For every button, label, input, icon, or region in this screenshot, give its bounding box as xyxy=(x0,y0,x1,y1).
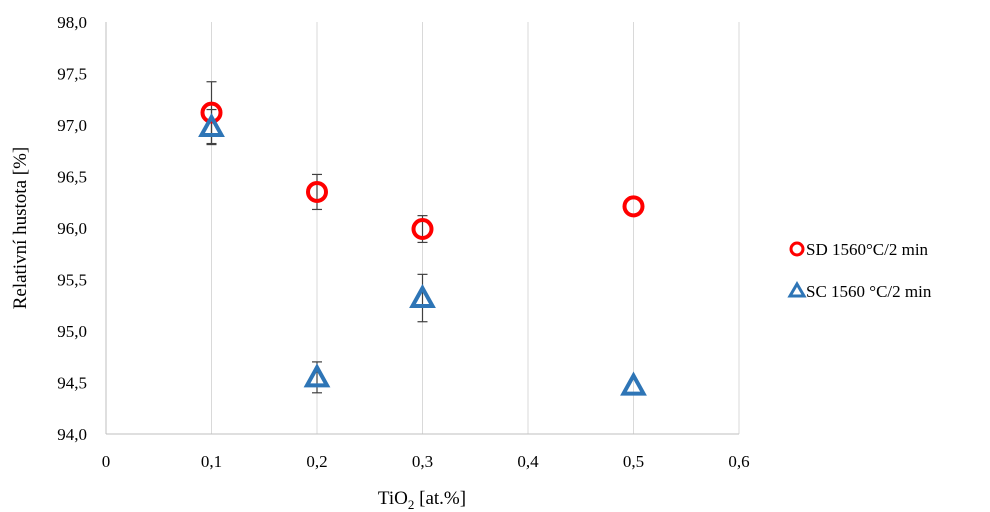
y-tick-labels: 94,0 94,5 95,0 95,5 96,0 96,5 97,0 97,5 98,0 xyxy=(57,13,87,444)
circle-marker xyxy=(306,180,328,203)
x-tick-label: 0,6 xyxy=(728,452,749,471)
y-tick-label: 94,5 xyxy=(57,374,87,393)
x-tick-label: 0,5 xyxy=(623,452,644,471)
circle-marker xyxy=(622,195,645,218)
y-tick-label: 96,0 xyxy=(57,219,87,238)
x-tick-label: 0,4 xyxy=(517,452,539,471)
y-tick-label: 95,0 xyxy=(57,322,87,341)
triangle-marker xyxy=(198,112,225,138)
legend-label-sc: SC 1560 °C/2 min xyxy=(806,282,932,301)
x-tick-labels: 0 0,1 0,2 0,3 0,4 0,5 0,6 xyxy=(102,452,750,471)
circle-marker xyxy=(411,218,434,241)
data-markers xyxy=(198,101,647,396)
legend: SD 1560°C/2 min SC 1560 °C/2 min xyxy=(787,240,932,301)
x-axis-title: TiO2 [at.%] xyxy=(378,488,466,512)
y-tick-label: 98,0 xyxy=(57,13,87,32)
triangle-marker xyxy=(409,283,436,309)
y-tick-label: 95,5 xyxy=(57,271,87,290)
legend-marker-sd xyxy=(789,241,805,257)
grid-lines xyxy=(211,22,740,434)
y-tick-label: 94,0 xyxy=(57,425,87,444)
triangle-marker xyxy=(303,363,331,388)
y-tick-label: 96,5 xyxy=(57,168,87,187)
y-tick-label: 97,5 xyxy=(57,65,87,84)
error-bars xyxy=(206,81,428,394)
x-tick-label: 0,2 xyxy=(306,452,327,471)
legend-marker-sc xyxy=(787,281,807,298)
y-tick-label: 97,0 xyxy=(57,116,87,135)
legend-label-sd: SD 1560°C/2 min xyxy=(806,240,929,259)
x-tick-label: 0 xyxy=(102,452,111,471)
circle-marker xyxy=(200,101,223,124)
y-axis-title: Relativní hustota [%] xyxy=(10,147,31,310)
triangle-marker xyxy=(620,371,647,396)
x-tick-label: 0,3 xyxy=(412,452,433,471)
x-tick-label: 0,1 xyxy=(201,452,222,471)
